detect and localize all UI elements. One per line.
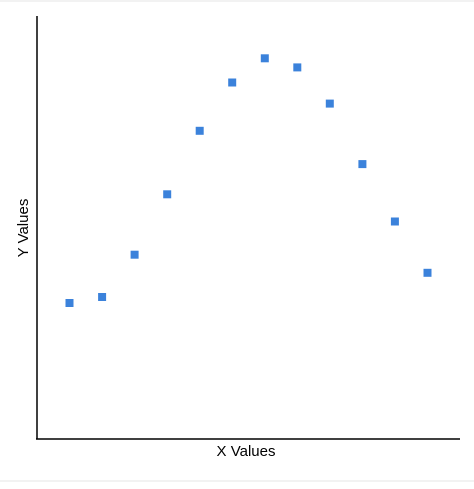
data-point-3 <box>130 250 139 259</box>
data-point-6 <box>228 78 237 87</box>
data-point-12 <box>423 268 432 277</box>
data-point-11 <box>390 217 399 226</box>
y-axis-label: Y Values <box>15 199 32 258</box>
data-point-1 <box>65 299 74 307</box>
data-point-5 <box>195 126 204 135</box>
data-point-10 <box>358 160 367 169</box>
data-point-7 <box>260 54 269 63</box>
points-layer <box>65 54 432 307</box>
data-point-9 <box>325 99 334 108</box>
data-point-4 <box>163 190 172 199</box>
data-point-8 <box>293 63 302 72</box>
data-point-2 <box>98 293 107 301</box>
x-axis-label: X Values <box>217 443 276 460</box>
